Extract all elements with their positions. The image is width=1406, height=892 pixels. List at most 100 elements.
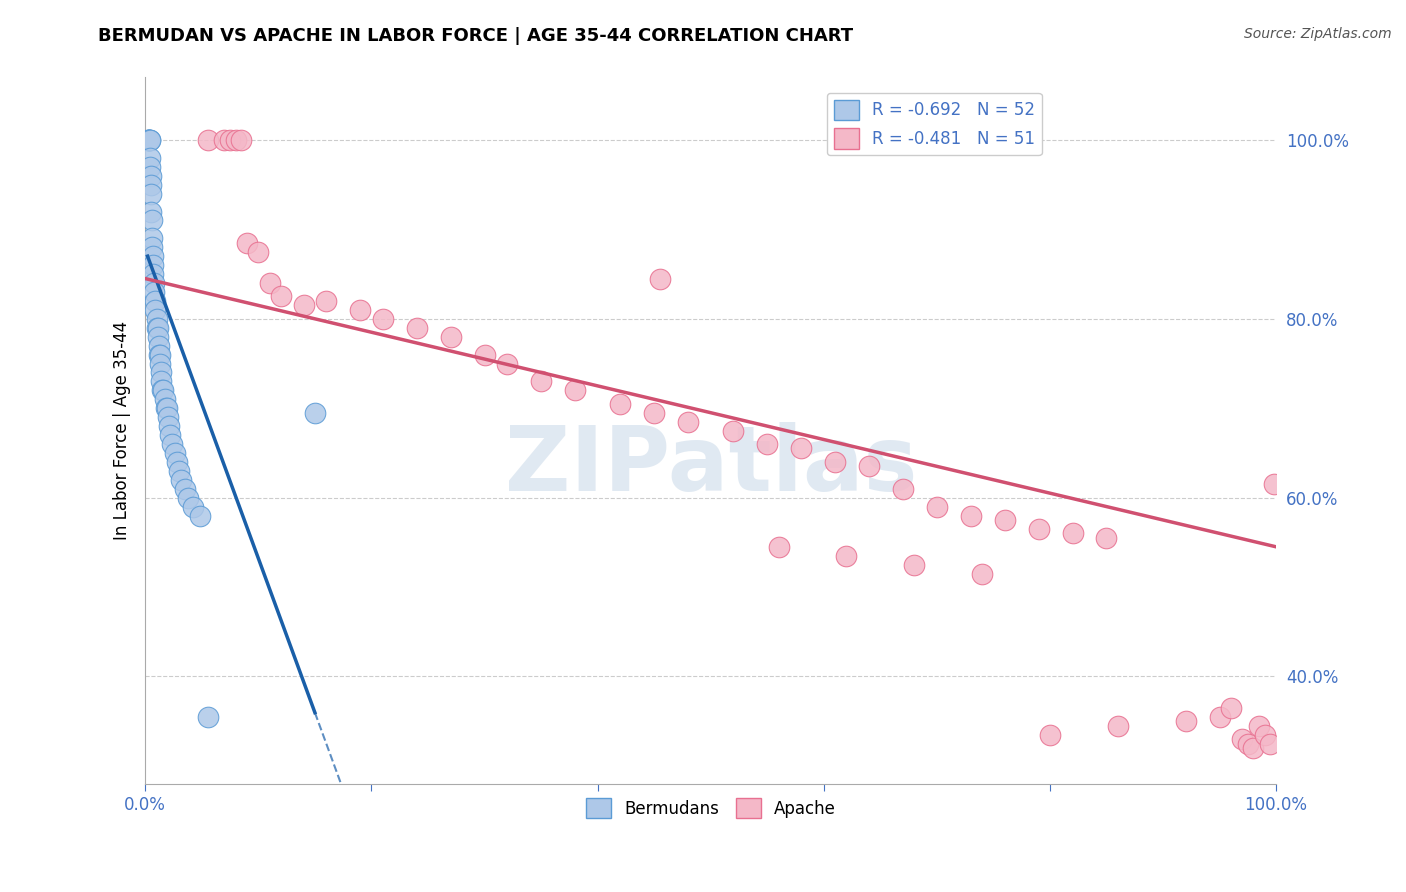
Point — [138, 133, 160, 147]
Point — [145, 311, 167, 326]
Point — [236, 235, 259, 250]
Point — [162, 437, 184, 451]
Point — [163, 446, 186, 460]
Point — [925, 500, 948, 514]
Point — [166, 455, 188, 469]
Point — [177, 491, 200, 505]
Point — [824, 455, 846, 469]
Point — [1230, 732, 1253, 747]
Point — [148, 339, 170, 353]
Point — [153, 392, 176, 407]
Point — [231, 133, 253, 147]
Point — [496, 357, 519, 371]
Point — [148, 348, 170, 362]
Point — [145, 320, 167, 334]
Point — [173, 482, 195, 496]
Point — [676, 415, 699, 429]
Point — [1219, 700, 1241, 714]
Point — [149, 357, 172, 371]
Point — [790, 442, 813, 456]
Point — [141, 240, 163, 254]
Point — [167, 464, 190, 478]
Point — [139, 178, 162, 192]
Text: ZIPatlas: ZIPatlas — [505, 422, 917, 510]
Point — [959, 508, 981, 523]
Point — [197, 133, 219, 147]
Point — [835, 549, 858, 563]
Point — [1249, 718, 1271, 732]
Point — [143, 285, 166, 299]
Point — [1254, 728, 1277, 742]
Point — [149, 348, 172, 362]
Point — [564, 384, 586, 398]
Point — [214, 133, 236, 147]
Y-axis label: In Labor Force | Age 35-44: In Labor Force | Age 35-44 — [114, 321, 131, 541]
Point — [648, 271, 671, 285]
Point — [157, 419, 180, 434]
Point — [170, 473, 193, 487]
Point — [292, 298, 315, 312]
Point — [1062, 526, 1084, 541]
Point — [181, 500, 204, 514]
Point — [188, 508, 211, 523]
Point — [371, 311, 394, 326]
Point — [139, 204, 162, 219]
Point — [145, 293, 167, 308]
Point — [259, 276, 281, 290]
Point — [972, 566, 994, 581]
Point — [155, 401, 177, 416]
Point — [136, 133, 159, 147]
Text: Source: ZipAtlas.com: Source: ZipAtlas.com — [1244, 27, 1392, 41]
Point — [146, 320, 169, 334]
Point — [1263, 477, 1285, 491]
Point — [1260, 737, 1282, 751]
Point — [156, 410, 179, 425]
Text: BERMUDAN VS APACHE IN LABOR FORCE | AGE 35-44 CORRELATION CHART: BERMUDAN VS APACHE IN LABOR FORCE | AGE … — [98, 27, 853, 45]
Point — [474, 348, 496, 362]
Point — [150, 366, 173, 380]
Point — [1028, 522, 1050, 536]
Point — [768, 540, 790, 554]
Point — [139, 151, 162, 165]
Point — [139, 160, 162, 174]
Point — [138, 133, 160, 147]
Point — [1039, 728, 1062, 742]
Point — [1243, 741, 1265, 756]
Point — [142, 267, 165, 281]
Point — [304, 406, 326, 420]
Point — [1237, 737, 1260, 751]
Point — [643, 406, 665, 420]
Point — [349, 302, 371, 317]
Point — [159, 428, 181, 442]
Point — [141, 213, 163, 227]
Point — [225, 133, 247, 147]
Point — [146, 329, 169, 343]
Point — [723, 424, 745, 438]
Point — [405, 320, 427, 334]
Point — [139, 169, 162, 183]
Point — [197, 709, 219, 723]
Point — [756, 437, 779, 451]
Point — [139, 133, 162, 147]
Point — [152, 384, 174, 398]
Point — [142, 258, 165, 272]
Point — [858, 459, 880, 474]
Point — [609, 397, 631, 411]
Point — [150, 384, 173, 398]
Point — [439, 329, 461, 343]
Point — [156, 401, 179, 416]
Point — [315, 293, 337, 308]
Point — [139, 133, 162, 147]
Point — [145, 302, 167, 317]
Point — [143, 276, 166, 290]
Point — [219, 133, 242, 147]
Point — [141, 231, 163, 245]
Point — [1095, 531, 1118, 545]
Point — [247, 244, 270, 259]
Legend: Bermudans, Apache: Bermudans, Apache — [579, 791, 842, 825]
Point — [270, 289, 292, 303]
Point — [150, 375, 173, 389]
Point — [994, 513, 1017, 527]
Point — [138, 133, 160, 147]
Point — [530, 375, 553, 389]
